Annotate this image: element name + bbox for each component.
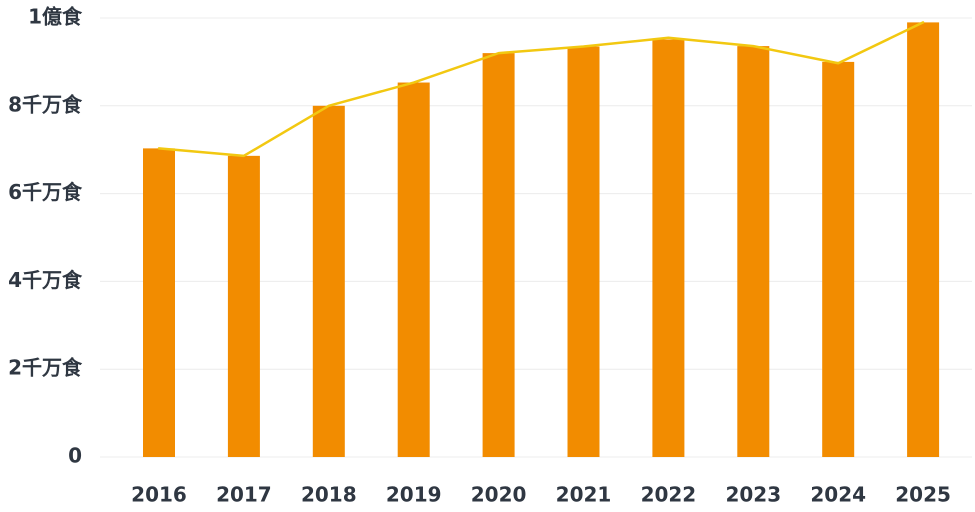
line-series-path (157, 21, 925, 158)
x-tick-label: 2020 (471, 483, 527, 507)
bar (227, 155, 260, 457)
y-tick-label: 1億食 (28, 5, 83, 29)
y-tick-label: 2千万食 (8, 356, 83, 380)
x-tick-label: 2023 (725, 483, 781, 507)
x-tick-label: 2024 (810, 483, 866, 507)
bar (907, 22, 940, 457)
bar (482, 53, 515, 458)
y-tick-label: 6千万食 (8, 180, 83, 204)
bar (652, 39, 685, 458)
x-axis-tick-labels: 2016 2017 2018 2019 2020 2021 2022 2023 2024 2025 (131, 483, 951, 507)
x-tick-label: 2017 (216, 483, 272, 507)
bar (312, 105, 345, 458)
x-tick-label: 2022 (641, 483, 697, 507)
bar (143, 148, 175, 457)
line-series (157, 21, 925, 158)
x-tick-label: 2021 (556, 483, 612, 507)
y-tick-label: 8千万食 (8, 92, 83, 116)
x-tick-label: 2019 (386, 483, 442, 507)
bar (397, 82, 430, 458)
y-tick-label: 4千万食 (8, 268, 83, 292)
bar (737, 46, 770, 457)
x-tick-label: 2018 (301, 483, 357, 507)
y-axis-tick-labels: 0 2千万食 4千万食 6千万食 8千万食 1億食 (8, 5, 83, 468)
x-tick-label: 2016 (131, 483, 187, 507)
y-tick-label: 0 (68, 444, 82, 468)
bar (822, 61, 855, 458)
bar (567, 46, 600, 457)
bar-series (143, 22, 940, 458)
x-tick-label: 2025 (895, 483, 951, 507)
